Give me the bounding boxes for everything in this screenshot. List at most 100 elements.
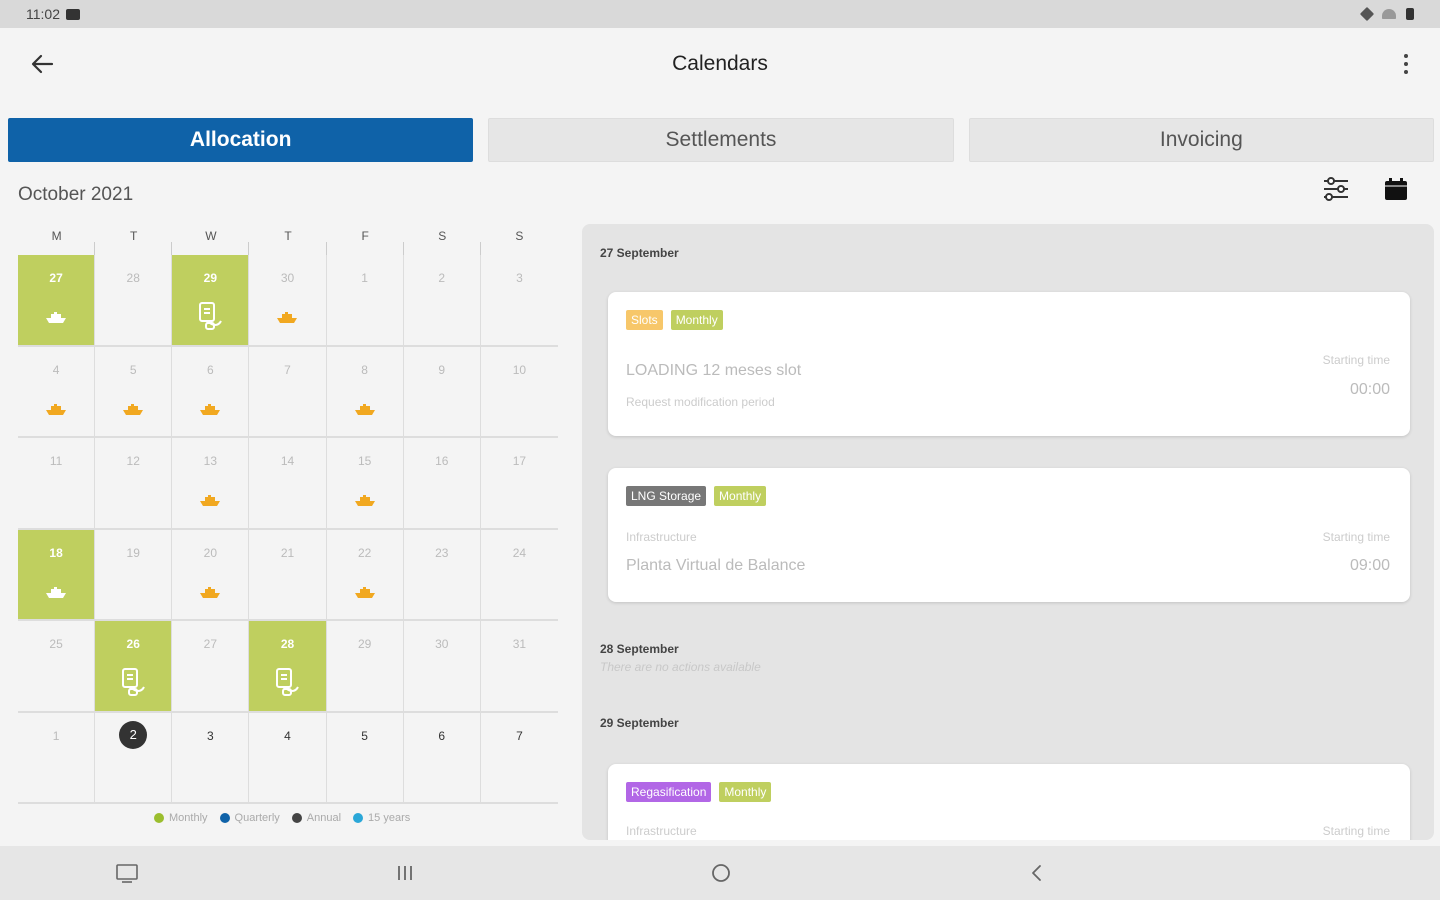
filter-button[interactable]	[1322, 176, 1350, 202]
calendar-day-cell[interactable]: 15	[326, 438, 404, 530]
legend-dot-icon	[291, 813, 302, 823]
calendar-day-cell[interactable]: 18	[18, 529, 96, 621]
day-number: 16	[435, 454, 449, 468]
calendar-day-cell[interactable]: 10	[480, 347, 558, 438]
event-badge: LNG Storage	[626, 486, 707, 506]
calendar-day-cell[interactable]: 4	[249, 712, 327, 804]
day-number: 2	[438, 271, 446, 285]
calendar-day-cell[interactable]: 2	[95, 712, 173, 804]
status-bar: 11:02	[0, 0, 1440, 28]
calendar-day-cell[interactable]: 6	[403, 712, 481, 804]
calendar-day-cell[interactable]: 28	[95, 255, 173, 347]
contract-icon	[197, 301, 223, 331]
mute-icon	[1359, 6, 1375, 22]
calendar-day-cell[interactable]: 30	[403, 621, 481, 713]
chevron-left-icon	[1032, 865, 1041, 881]
calendar-day-cell[interactable]: 5	[95, 346, 173, 438]
calendar-day-cell[interactable]: 11	[18, 438, 96, 530]
day-number: 29	[203, 271, 218, 285]
no-actions-message: There are no actions available	[600, 660, 761, 674]
calendar-day-cell[interactable]: 4	[18, 346, 96, 438]
calendar-day-cell[interactable]: 1	[18, 712, 96, 804]
event-card[interactable]: Regasification Monthly Infrastructure Sta…	[608, 764, 1410, 840]
calendar-day-cell[interactable]: 6	[172, 346, 250, 438]
calendar-day-cell[interactable]: 3	[480, 255, 558, 347]
contract-icon	[274, 667, 300, 697]
day-number: 2	[119, 720, 148, 749]
calendar-day-cell[interactable]: 9	[403, 346, 481, 438]
calendar-day-cell[interactable]: 13	[172, 438, 250, 530]
calendar-day-cell[interactable]: 19	[95, 529, 173, 621]
calendar-day-cell[interactable]: 1	[326, 255, 404, 347]
day-number: 4	[52, 362, 60, 377]
recent-apps-button[interactable]	[392, 860, 418, 886]
arrow-left-icon	[31, 54, 54, 74]
day-heading: 28 September	[600, 642, 679, 656]
home-circle-icon	[712, 864, 730, 882]
calendar-day-cell[interactable]: 5	[326, 712, 404, 804]
calendar-day-cell[interactable]: 27	[18, 255, 96, 347]
ship-icon	[354, 586, 376, 598]
ship-icon	[354, 494, 376, 506]
legend-dot-icon	[353, 813, 364, 823]
calendar-day-cell[interactable]: 29	[326, 621, 404, 713]
calendar-day-cell[interactable]: 2	[403, 255, 481, 347]
event-card[interactable]: Slots Monthly LOADING 12 meses slot Reque…	[608, 292, 1410, 436]
ship-icon	[199, 586, 221, 598]
calendar-day-cell[interactable]: 29	[172, 255, 250, 347]
day-number: 24	[512, 545, 527, 560]
day-number: 3	[516, 271, 523, 285]
more-options-button[interactable]	[1394, 50, 1418, 78]
legend-dot-icon	[219, 813, 230, 823]
screenshot-button[interactable]	[114, 860, 140, 886]
calendar-day-cell[interactable]: 7	[480, 713, 558, 804]
day-number: 5	[361, 728, 368, 743]
day-number: 1	[52, 728, 60, 743]
weekday-label: T	[249, 224, 327, 255]
day-number: 19	[126, 545, 140, 560]
calendar-view-button[interactable]	[1384, 177, 1408, 201]
battery-icon	[1406, 8, 1414, 20]
back-button[interactable]	[26, 48, 58, 80]
day-number: 25	[49, 637, 63, 651]
calendar-day-cell[interactable]: 14	[249, 438, 327, 530]
day-number: 13	[203, 454, 218, 468]
day-number: 6	[438, 728, 446, 743]
day-number: 30	[435, 637, 449, 651]
calendar-day-cell[interactable]: 21	[249, 529, 327, 621]
recent-apps-icon	[398, 866, 412, 880]
calendar-day-cell[interactable]: 17	[480, 438, 558, 530]
calendar-day-cell[interactable]: 30	[249, 255, 327, 347]
ship-icon	[45, 311, 67, 323]
calendar-day-cell[interactable]: 22	[326, 529, 404, 621]
calendar-day-cell[interactable]: 7	[249, 346, 327, 438]
system-back-button[interactable]	[1024, 860, 1050, 886]
day-number: 18	[49, 545, 63, 560]
calendar-day-cell[interactable]: 24	[480, 530, 558, 621]
system-nav-bar	[0, 846, 1440, 900]
calendar-day-cell[interactable]: 16	[403, 438, 481, 530]
calendar-legend: Monthly Quarterly Annual 15 years	[154, 812, 410, 824]
calendar-day-cell[interactable]: 20	[172, 529, 250, 621]
day-number: 7	[516, 728, 523, 743]
event-subtitle: Request modification period	[626, 395, 775, 409]
calendar-day-cell[interactable]: 31	[480, 621, 558, 713]
tab-allocation[interactable]: Allocation	[8, 118, 474, 162]
tab-settlements[interactable]: Settlements	[488, 118, 954, 162]
home-button[interactable]	[708, 860, 734, 886]
event-badges: LNG Storage Monthly	[626, 486, 767, 506]
calendar-day-cell[interactable]: 26	[95, 621, 173, 713]
calendar-day-cell[interactable]: 23	[403, 529, 481, 621]
tab-invoicing[interactable]: Invoicing	[968, 118, 1434, 162]
calendar-day-cell[interactable]: 3	[172, 712, 250, 804]
event-card[interactable]: LNG Storage Monthly Infrastructure Planta…	[608, 468, 1410, 602]
calendar-day-cell[interactable]: 12	[95, 438, 173, 530]
calendar-day-cell[interactable]: 8	[326, 346, 404, 438]
day-number: 15	[357, 454, 372, 468]
calendar-day-cell[interactable]: 28	[249, 621, 327, 713]
day-heading: 29 September	[600, 716, 679, 730]
calendar-day-cell[interactable]: 27	[172, 621, 250, 713]
ship-icon	[45, 403, 67, 415]
status-time: 11:02	[26, 6, 60, 22]
calendar-day-cell[interactable]: 25	[18, 621, 96, 713]
